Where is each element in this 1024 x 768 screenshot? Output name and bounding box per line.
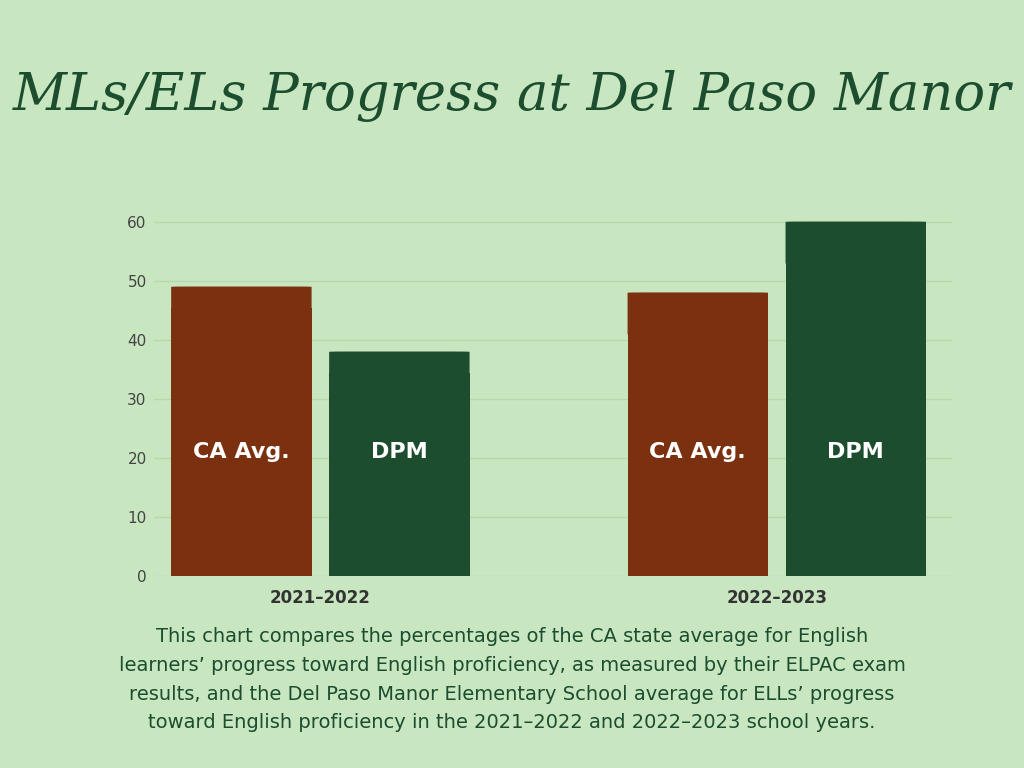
Text: This chart compares the percentages of the CA state average for English
learners: This chart compares the percentages of t… (119, 627, 905, 733)
Text: DPM: DPM (371, 442, 428, 462)
Text: CA Avg.: CA Avg. (194, 442, 290, 462)
Text: CA Avg.: CA Avg. (649, 442, 746, 462)
FancyBboxPatch shape (329, 352, 470, 394)
Bar (171, 308, 311, 576)
Bar (785, 243, 926, 576)
Bar (329, 372, 470, 576)
FancyBboxPatch shape (171, 286, 311, 329)
FancyBboxPatch shape (628, 293, 768, 335)
FancyBboxPatch shape (785, 221, 926, 263)
Text: MLs/ELs Progress at Del Paso Manor: MLs/ELs Progress at Del Paso Manor (13, 70, 1011, 122)
Bar (628, 313, 768, 576)
Text: DPM: DPM (827, 442, 884, 462)
